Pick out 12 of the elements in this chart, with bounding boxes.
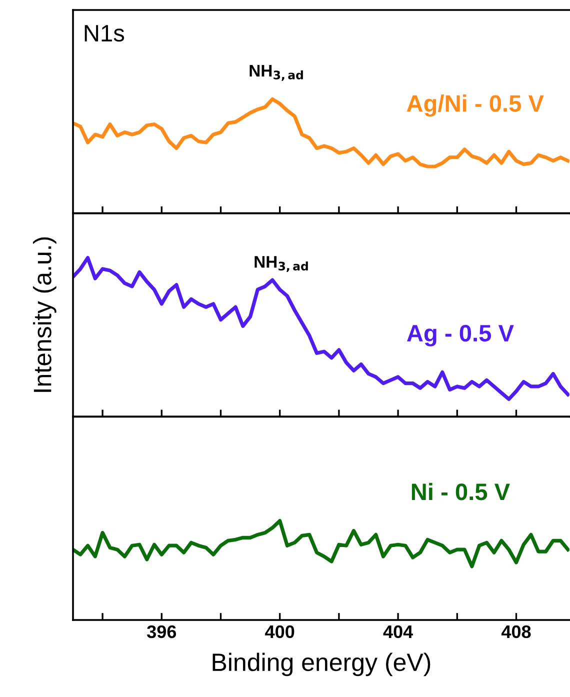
x-axis-title: Binding energy (eV) bbox=[212, 652, 430, 676]
x-tick-label: 404 bbox=[383, 625, 414, 638]
x-tick-label: 396 bbox=[147, 625, 176, 638]
series-label: Ag - 0.5 V bbox=[407, 324, 514, 346]
x-tick-label: 400 bbox=[265, 625, 294, 638]
annotation: NH$_{3,ad}$ bbox=[254, 256, 308, 272]
y-axis-title: Intensity (a.u.) bbox=[33, 237, 56, 392]
text: NH$_{3,ad}$ bbox=[250, 65, 303, 81]
x-tick-label: 408 bbox=[501, 625, 531, 638]
series-label: Ag/Ni - 0.5 V bbox=[406, 94, 544, 117]
series-label: Ni - 0.5 V bbox=[412, 482, 510, 500]
text: N1s bbox=[84, 25, 124, 42]
